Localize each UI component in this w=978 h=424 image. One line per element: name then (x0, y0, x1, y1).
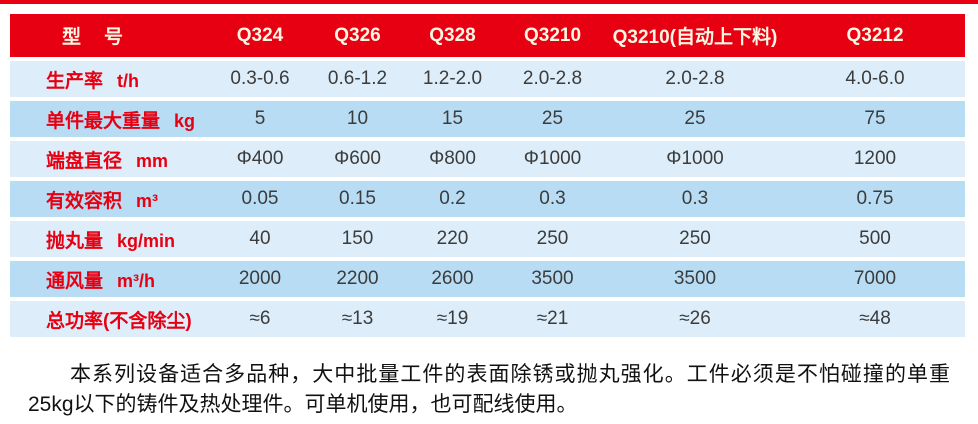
row-label-cell: 总功率(不含除尘) (10, 306, 210, 333)
model-column-header: Q324 (236, 24, 284, 46)
spec-table: 型 号 Q324 Q326 Q328 Q3210 Q3210(自动上下料) Q3212 生… (10, 14, 965, 341)
value-cell: 1.2-2.0 (422, 68, 483, 89)
row-label-cell: 通风量 m³/h (10, 266, 210, 293)
row-label: 有效容积 (46, 190, 123, 212)
value-cell: 2200 (336, 268, 379, 289)
value-cell: ≈6 (249, 308, 271, 329)
row-unit: m³/h (117, 270, 156, 291)
model-column-header: Q3212 (846, 24, 904, 46)
row-unit: kg (174, 110, 196, 131)
model-column-header: Q3210(自动上下料) (612, 27, 778, 48)
row-label: 抛丸量 (46, 230, 104, 252)
table-row: 总功率(不含除尘) ≈6 ≈13 ≈19 ≈21 ≈26 ≈48 (10, 301, 965, 337)
value-cell: 0.05 (241, 188, 279, 209)
value-cell: 25 (541, 108, 564, 129)
value-cell: ≈48 (859, 308, 891, 329)
value-cell: ≈19 (436, 308, 469, 329)
table-row: 通风量 m³/h 2000 2200 2600 3500 3500 7000 (10, 261, 965, 297)
value-cell: 2000 (238, 268, 282, 289)
value-cell: 10 (346, 108, 369, 129)
value-cell: 250 (536, 228, 569, 249)
value-cell: 1200 (853, 148, 897, 169)
model-column-header: Q3210 (523, 24, 582, 46)
table-header-row: 型 号 Q324 Q326 Q328 Q3210 Q3210(自动上下料) Q3212 (10, 14, 965, 57)
model-column-header: Q326 (334, 24, 381, 46)
value-cell: 7000 (853, 268, 897, 289)
value-cell: 500 (859, 228, 891, 249)
row-label-cell: 单件最大重量 kg (10, 106, 210, 133)
value-cell: 0.3 (539, 188, 566, 209)
table-row: 抛丸量 kg/min 40 150 220 250 250 500 (10, 221, 965, 257)
row-unit: mm (136, 150, 169, 171)
value-cell: 4.0-6.0 (845, 68, 905, 89)
value-cell: 0.15 (339, 188, 376, 209)
description-paragraph: 本系列设备适合多品种，大中批量工件的表面除锈或抛丸强化。工件必须是不怕碰撞的单重… (28, 363, 950, 416)
value-cell: ≈21 (536, 308, 569, 329)
row-label: 通风量 (46, 270, 104, 292)
value-cell: 0.3 (681, 188, 709, 209)
value-cell: 3500 (531, 268, 574, 289)
model-column-header: Q328 (429, 24, 476, 46)
row-unit: kg/min (117, 230, 176, 251)
value-cell: 0.2 (439, 188, 466, 209)
row-unit: m³ (136, 190, 159, 211)
row-label-cell: 有效容积 m³ (10, 186, 210, 213)
value-cell: 40 (249, 228, 271, 249)
model-header-label: 型 号 (62, 27, 126, 48)
row-unit: t/h (117, 70, 140, 91)
row-label-cell: 生产率 t/h (10, 66, 210, 93)
value-cell: 0.6-1.2 (327, 68, 388, 89)
value-cell: Φ400 (236, 148, 284, 169)
table-row: 生产率 t/h 0.3-0.6 0.6-1.2 1.2-2.0 2.0-2.8 2.0-2.… (10, 61, 965, 97)
value-cell: 0.3-0.6 (230, 68, 290, 89)
table-row: 端盘直径 mm Φ400 Φ600 Φ800 Φ1000 Φ1000 1200 (10, 141, 965, 177)
value-cell: 15 (441, 108, 464, 129)
value-cell: 25 (684, 108, 706, 129)
value-cell: Φ600 (334, 148, 381, 169)
value-cell: 150 (341, 228, 374, 249)
row-label: 端盘直径 (46, 150, 123, 172)
table-row: 单件最大重量 kg 5 10 15 25 25 75 (10, 101, 965, 137)
value-cell: 2.0-2.8 (665, 68, 725, 89)
value-cell: 250 (679, 228, 711, 249)
value-cell: Φ800 (429, 148, 476, 169)
row-label: 单件最大重量 (46, 110, 161, 132)
value-cell: 220 (436, 228, 469, 249)
row-label: 生产率 (46, 70, 104, 92)
value-cell: Φ1000 (523, 148, 582, 169)
row-label-cell: 抛丸量 kg/min (10, 226, 210, 253)
row-label-cell: 端盘直径 mm (10, 146, 210, 173)
table-row: 有效容积 m³ 0.05 0.15 0.2 0.3 0.3 0.75 (10, 181, 965, 217)
value-cell: 5 (254, 108, 266, 129)
value-cell: 2600 (431, 268, 474, 289)
value-cell: 75 (864, 108, 886, 129)
value-cell: ≈13 (341, 308, 374, 329)
top-red-strip (0, 0, 978, 4)
value-cell: ≈26 (679, 308, 711, 329)
value-cell: 3500 (673, 268, 717, 289)
value-cell: 2.0-2.8 (522, 68, 583, 89)
row-label: 总功率(不含除尘) (46, 310, 192, 332)
value-cell: Φ1000 (666, 148, 724, 169)
value-cell: 0.75 (856, 188, 894, 209)
